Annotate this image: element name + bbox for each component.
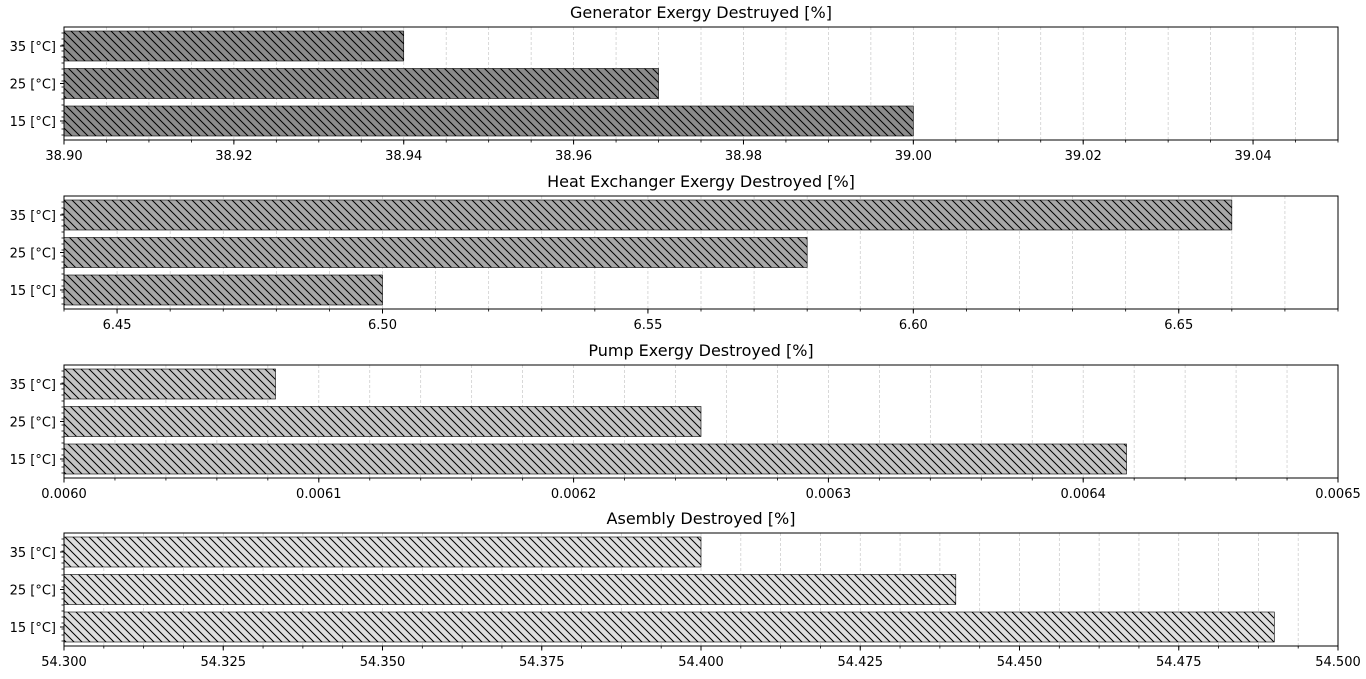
bar-25 [°C] xyxy=(63,68,659,99)
y-tick-label: 35 [°C] xyxy=(10,378,56,393)
x-tick-label: 0.0063 xyxy=(806,487,852,502)
y-tick-label: 15 [°C] xyxy=(10,115,56,130)
subplot-2: Heat Exchanger Exergy Destroyed [%] 15 [°… xyxy=(10,172,1339,333)
x-tick-label: 0.0065 xyxy=(1315,487,1361,502)
y-tick-label: 25 [°C] xyxy=(10,584,56,599)
bar-15 [°C] xyxy=(63,274,383,306)
x-tick-label: 6.50 xyxy=(368,318,397,333)
bar-15 [°C] xyxy=(63,443,1127,475)
x-tick-label: 54.300 xyxy=(41,655,87,670)
x-tick-label: 6.55 xyxy=(633,318,662,333)
x-tick-label: 39.00 xyxy=(895,149,932,164)
bar-35 [°C] xyxy=(63,536,702,568)
axes-frame xyxy=(63,195,1339,310)
axes-frame xyxy=(63,26,1339,141)
bar-35 [°C] xyxy=(63,199,1233,231)
subplot-4: Asembly Destroyed [%] 15 [°C] 25 [°C] 35 [°… xyxy=(10,509,1361,670)
bar-25 [°C] xyxy=(63,237,808,268)
y-tick-label: 35 [°C] xyxy=(10,209,56,224)
x-tick-label: 54.350 xyxy=(360,655,406,670)
bar-25 [°C] xyxy=(63,574,957,605)
y-tick-label: 35 [°C] xyxy=(10,546,56,561)
x-tick-label: 54.425 xyxy=(838,655,884,670)
x-tick-label: 0.0062 xyxy=(551,487,597,502)
y-tick-label: 25 [°C] xyxy=(10,78,56,93)
bar-35 [°C] xyxy=(63,368,276,400)
x-tick-label: 54.400 xyxy=(678,655,724,670)
x-tick-label: 38.98 xyxy=(725,149,762,164)
subplot-title: Generator Exergy Destruyed [%] xyxy=(570,3,832,22)
y-tick-label: 15 [°C] xyxy=(10,621,56,636)
bar-15 [°C] xyxy=(63,611,1275,643)
x-tick-label: 54.500 xyxy=(1315,655,1361,670)
x-tick-label: 6.65 xyxy=(1164,318,1193,333)
x-tick-label: 38.94 xyxy=(385,149,422,164)
x-tick-label: 54.450 xyxy=(997,655,1043,670)
y-tick-label: 15 [°C] xyxy=(10,284,56,299)
bar-35 [°C] xyxy=(63,30,405,62)
x-tick-label: 38.96 xyxy=(555,149,592,164)
bar-15 [°C] xyxy=(63,105,914,137)
subplot-1: Generator Exergy Destruyed [%] 15 [°C] 25 … xyxy=(10,3,1339,164)
x-tick-label: 54.375 xyxy=(519,655,565,670)
subplot-3: Pump Exergy Destroyed [%] 15 [°C] 25 [°C] 3… xyxy=(10,341,1361,502)
subplot-title: Heat Exchanger Exergy Destroyed [%] xyxy=(547,172,855,191)
axes-frame xyxy=(63,364,1339,479)
x-tick-label: 39.04 xyxy=(1234,149,1271,164)
y-tick-label: 25 [°C] xyxy=(10,247,56,262)
x-tick-label: 6.45 xyxy=(103,318,132,333)
x-tick-label: 6.60 xyxy=(899,318,928,333)
x-tick-label: 38.90 xyxy=(45,149,82,164)
subplot-title: Pump Exergy Destroyed [%] xyxy=(588,341,813,360)
y-tick-label: 35 [°C] xyxy=(10,40,56,55)
y-tick-label: 25 [°C] xyxy=(10,416,56,431)
x-tick-label: 39.02 xyxy=(1065,149,1102,164)
subplot-title: Asembly Destroyed [%] xyxy=(607,509,796,528)
x-tick-label: 0.0064 xyxy=(1060,487,1106,502)
x-tick-label: 54.475 xyxy=(1156,655,1202,670)
bar-25 [°C] xyxy=(63,406,702,437)
x-tick-label: 0.0060 xyxy=(41,487,87,502)
y-tick-label: 15 [°C] xyxy=(10,453,56,468)
x-tick-label: 38.92 xyxy=(215,149,252,164)
x-tick-label: 0.0061 xyxy=(296,487,342,502)
x-tick-label: 54.325 xyxy=(201,655,247,670)
